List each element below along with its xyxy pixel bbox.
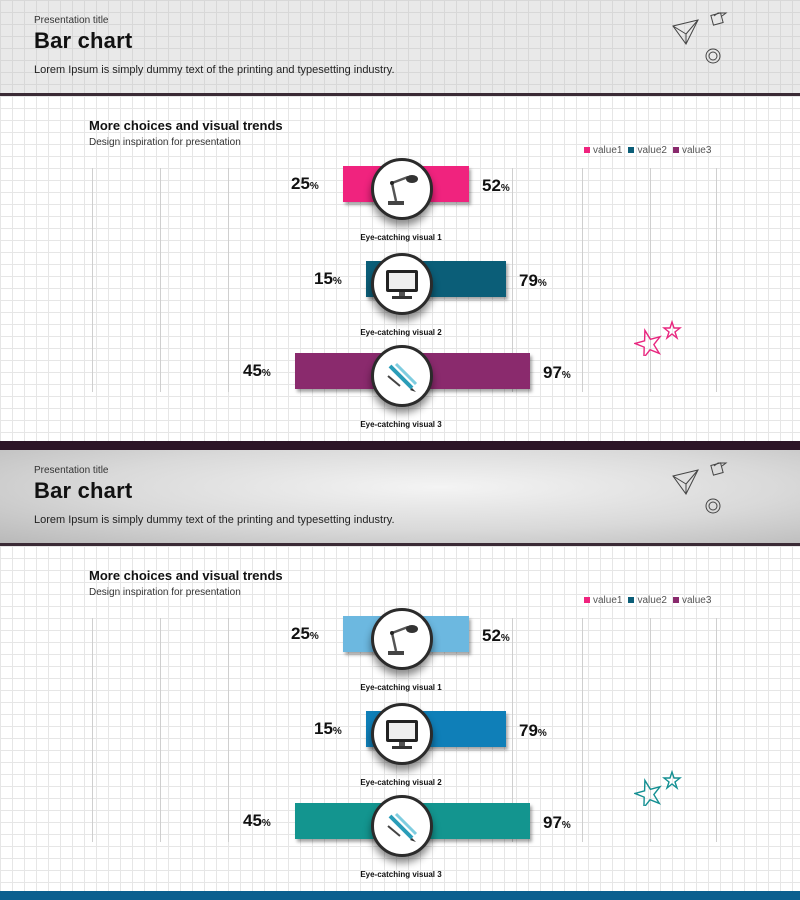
legend-label: value3 <box>681 595 712 606</box>
category-label: Eye-catching visual 1 <box>360 683 442 692</box>
grid-line <box>716 618 717 842</box>
desk-lamp-icon <box>371 608 433 670</box>
legend-label: value2 <box>637 145 667 156</box>
data-label-right: 52% <box>482 626 510 645</box>
legend-swatch <box>584 597 590 604</box>
header-divider <box>0 93 800 96</box>
legend-item: value1 <box>584 145 622 156</box>
chart-title: More choices and visual trends <box>89 118 283 133</box>
presentation-title: Presentation title <box>34 465 109 476</box>
legend-item: value3 <box>672 145 712 156</box>
grid-line <box>92 168 93 392</box>
data-label-left: 45% <box>243 811 271 830</box>
category-label: Eye-catching visual 1 <box>360 233 442 242</box>
bottom-bar <box>0 441 800 450</box>
page-subtitle: Lorem Ipsum is simply dummy text of the … <box>34 64 395 76</box>
data-label-right: 97% <box>543 363 571 382</box>
data-label-left: 25% <box>291 624 319 643</box>
category-label: Eye-catching visual 3 <box>360 870 442 879</box>
grid-line <box>650 168 651 392</box>
data-label-left: 25% <box>291 174 319 193</box>
desk-lamp-icon <box>371 158 433 220</box>
grid-line <box>160 618 161 842</box>
legend-item: value3 <box>672 595 712 606</box>
data-label-left: 15% <box>314 269 342 288</box>
category-label: Eye-catching visual 3 <box>360 420 442 429</box>
category-label: Eye-catching visual 2 <box>360 778 442 787</box>
presentation-title: Presentation title <box>34 15 109 26</box>
grid-line <box>582 618 583 842</box>
slide-header <box>0 450 800 543</box>
category-label: Eye-catching visual 2 <box>360 328 442 337</box>
grid-line <box>650 618 651 842</box>
legend-label: value1 <box>593 595 623 606</box>
grid-line <box>228 618 229 842</box>
grid-line <box>716 168 717 392</box>
grid-line <box>512 618 513 842</box>
geometric-doodle-icon <box>668 8 758 73</box>
legend-item: value2 <box>628 145 667 156</box>
monitor-icon <box>371 253 433 315</box>
legend-swatch <box>672 597 679 604</box>
slide-header <box>0 0 800 93</box>
grid-line <box>582 168 583 392</box>
grid-line <box>92 618 93 842</box>
legend-swatch <box>672 147 679 154</box>
chart-subtitle: Design inspiration for presentation <box>89 137 241 148</box>
star-doodle-icon <box>632 769 684 811</box>
grid-line <box>160 168 161 392</box>
legend-label: value2 <box>637 595 667 606</box>
data-label-right: 79% <box>519 721 547 740</box>
page-title: Bar chart <box>34 28 133 53</box>
data-label-right: 52% <box>482 176 510 195</box>
header-divider <box>0 543 800 546</box>
legend-swatch <box>628 597 635 604</box>
data-label-left: 15% <box>314 719 342 738</box>
data-label-left: 45% <box>243 361 271 380</box>
monitor-icon <box>371 703 433 765</box>
legend-swatch <box>584 147 590 154</box>
page-title: Bar chart <box>34 478 133 503</box>
bottom-bar <box>0 891 800 900</box>
star-doodle-icon <box>632 319 684 361</box>
slide-1: Presentation title Bar chart Lorem Ipsum i… <box>0 0 800 450</box>
legend-item: value1 <box>584 595 622 606</box>
legend-label: value1 <box>593 145 623 156</box>
legend-swatch <box>628 147 635 154</box>
data-label-right: 79% <box>519 271 547 290</box>
legend-label: value3 <box>681 145 712 156</box>
data-label-right: 97% <box>543 813 571 832</box>
chart-legend: value1 value2 value3 <box>584 595 717 606</box>
grid-line <box>228 168 229 392</box>
grid-line <box>512 168 513 392</box>
chart-subtitle: Design inspiration for presentation <box>89 587 241 598</box>
legend-item: value2 <box>628 595 667 606</box>
pen-tools-icon <box>371 345 433 407</box>
pen-tools-icon <box>371 795 433 857</box>
chart-title: More choices and visual trends <box>89 568 283 583</box>
chart-legend: value1 value2 value3 <box>584 145 717 156</box>
page-subtitle: Lorem Ipsum is simply dummy text of the … <box>34 514 395 526</box>
slide-2: Presentation title Bar chart Lorem Ipsum i… <box>0 450 800 900</box>
geometric-doodle-icon <box>668 458 758 523</box>
